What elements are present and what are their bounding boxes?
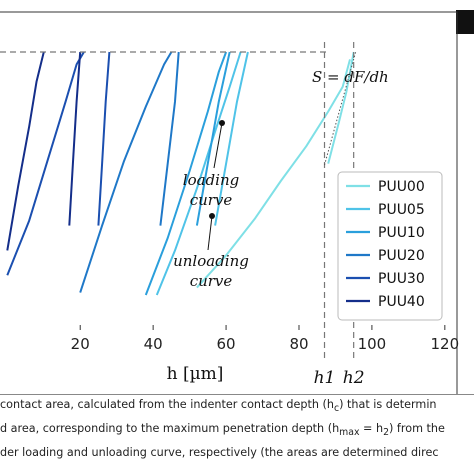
caption-line-2: d area, corresponding to the maximum pen… bbox=[0, 422, 445, 439]
legend-label-puu05: PUU05 bbox=[378, 202, 425, 218]
legend-label-puu20: PUU20 bbox=[378, 248, 425, 264]
series-puu30-unloading-curve bbox=[97, 51, 111, 226]
loading-label-line1: loading bbox=[183, 171, 239, 189]
caption-line-3: der loading and unloading curve, respect… bbox=[0, 446, 439, 460]
series-puu05-unloading-curve bbox=[214, 51, 249, 226]
legend-label-puu10: PUU10 bbox=[378, 225, 425, 241]
series-puu30-loading-curve bbox=[6, 51, 85, 276]
x-tick-label-40: 40 bbox=[144, 335, 163, 353]
series-puu10-loading-curve bbox=[144, 51, 228, 296]
legend-label-puu30: PUU30 bbox=[378, 271, 425, 287]
series-puu00-unloading-curve bbox=[327, 51, 355, 164]
unloading-label-line2: curve bbox=[190, 272, 233, 290]
x-tick-label-20: 20 bbox=[71, 335, 90, 353]
h1-label: h1 bbox=[314, 368, 336, 388]
legend-label-puu00: PUU00 bbox=[378, 179, 425, 195]
x-tick-label-60: 60 bbox=[217, 335, 236, 353]
series-puu40-loading-curve bbox=[6, 51, 45, 251]
x-axis-title-text: h [µm] bbox=[167, 364, 224, 384]
x-axis: 20 40 60 80 100 120 bbox=[71, 325, 459, 353]
x-tick-label-120: 120 bbox=[431, 335, 460, 353]
x-tick-label-80: 80 bbox=[289, 335, 308, 353]
loading-label-line2: curve bbox=[190, 191, 233, 209]
legend: PUU00 PUU05 PUU10 PUU20 PUU30 PUU40 bbox=[337, 171, 443, 321]
series-puu00-loading-curve bbox=[196, 59, 351, 289]
h2-label: h2 bbox=[343, 368, 365, 388]
figure-caption: contact area, calculated from the indent… bbox=[0, 394, 474, 474]
unloading-label-line1: unloading bbox=[173, 252, 249, 270]
reference-lines: h1 h2 bbox=[0, 42, 365, 388]
formula-label: S = dF/dh bbox=[312, 68, 389, 86]
series-puu40-unloading-curve bbox=[68, 51, 82, 226]
series-puu20-loading-curve bbox=[79, 51, 173, 293]
caption-line-1: contact area, calculated from the indent… bbox=[0, 398, 437, 415]
x-tick-label-100: 100 bbox=[358, 335, 387, 353]
series-puu05-loading-curve bbox=[155, 51, 242, 296]
series-puu10-unloading-curve bbox=[195, 51, 231, 226]
x-axis-title: h [µm] bbox=[167, 364, 224, 384]
loading-leader-line bbox=[213, 122, 223, 169]
curves-group bbox=[6, 51, 355, 296]
legend-label-puu40: PUU40 bbox=[378, 294, 425, 310]
plot-frame bbox=[0, 11, 458, 394]
panel-label-badge bbox=[456, 10, 474, 34]
series-puu20-unloading-curve bbox=[159, 51, 180, 226]
unloading-leader-line bbox=[207, 215, 213, 251]
chart: h1 h2 20 40 60 80 100 120 h [µm] S = dF/dh loa… bbox=[0, 11, 459, 394]
